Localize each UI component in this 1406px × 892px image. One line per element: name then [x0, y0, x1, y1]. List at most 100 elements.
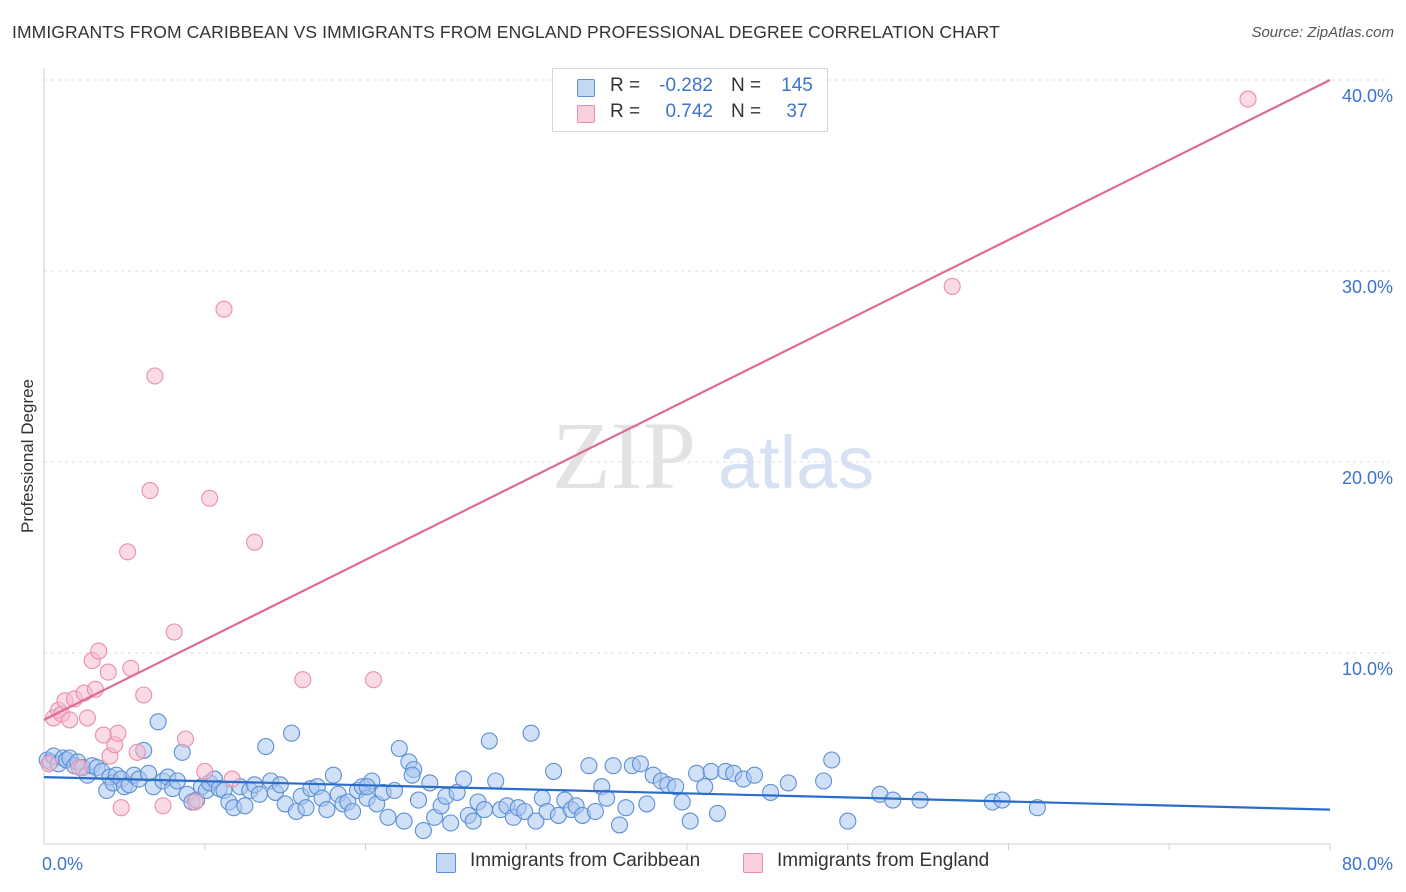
england-point	[186, 793, 204, 811]
caribbean-point	[762, 783, 780, 801]
watermark: ZIP atlas	[552, 402, 874, 509]
caribbean-point	[480, 732, 498, 750]
caribbean-point	[839, 812, 857, 830]
caribbean-point	[598, 789, 616, 807]
series-legend-swatch-caribbean	[436, 853, 456, 873]
caribbean-point	[617, 799, 635, 817]
legend-n-label: N =	[731, 101, 762, 122]
caribbean-point	[702, 762, 720, 780]
caribbean-point	[580, 757, 598, 775]
caribbean-point	[324, 766, 342, 784]
series-england-points	[40, 90, 1257, 817]
england-point	[176, 730, 195, 748]
england-point	[141, 482, 159, 500]
caribbean-point	[236, 797, 254, 815]
england-point	[61, 711, 79, 729]
caribbean-point	[395, 812, 413, 830]
series-legend-label-caribbean: Immigrants from Caribbean	[470, 850, 701, 871]
legend-r-value-caribbean: -0.282	[659, 75, 713, 96]
england-point	[246, 533, 264, 551]
caribbean-point	[403, 766, 421, 784]
legend-n-label: N =	[731, 75, 762, 96]
y-tick-label-30: 30.0%	[1342, 277, 1393, 297]
caribbean-point	[442, 814, 460, 832]
caribbean-point	[545, 762, 563, 780]
chart-source: Source: ZipAtlas.com	[1251, 24, 1394, 41]
caribbean-point	[379, 808, 397, 826]
england-point	[135, 686, 153, 704]
caribbean-point	[271, 776, 289, 794]
x-tick-label-min: 0.0%	[42, 854, 83, 874]
england-point	[78, 709, 96, 727]
correlation-legend: R = -0.282 N = 145 R = 0.742 N = 37	[552, 68, 828, 132]
x-tick-marks	[204, 844, 1331, 850]
caribbean-point	[421, 774, 439, 792]
caribbean-point	[250, 785, 268, 803]
caribbean-point	[884, 791, 902, 809]
trendline-caribbean	[43, 776, 1331, 811]
caribbean-point	[149, 713, 167, 731]
caribbean-point	[1028, 799, 1046, 817]
caribbean-point	[527, 812, 545, 830]
legend-r-label: R =	[610, 101, 641, 122]
england-point	[109, 724, 127, 742]
england-point	[364, 671, 383, 689]
england-point	[201, 489, 219, 507]
caribbean-point	[414, 822, 432, 840]
caribbean-point	[673, 793, 691, 811]
caribbean-point	[604, 757, 622, 775]
caribbean-point	[344, 802, 362, 821]
legend-swatch-england	[577, 105, 595, 123]
england-point	[154, 797, 172, 815]
england-point	[223, 770, 241, 788]
caribbean-point	[516, 802, 534, 821]
watermark-atlas: atlas	[718, 421, 874, 504]
caribbean-point	[823, 751, 841, 769]
caribbean-point	[638, 795, 656, 813]
trendline-england	[43, 79, 1331, 721]
legend-swatch-caribbean	[577, 79, 595, 97]
england-point	[146, 367, 164, 385]
england-point	[90, 642, 108, 660]
england-point	[165, 623, 183, 641]
caribbean-point	[257, 738, 275, 756]
legend-n-value-caribbean: 145	[781, 75, 813, 96]
england-point	[119, 543, 137, 561]
england-point	[112, 799, 130, 817]
caribbean-point	[455, 770, 473, 788]
caribbean-point	[681, 812, 699, 830]
caribbean-point	[667, 778, 685, 796]
caribbean-point	[745, 766, 764, 784]
england-point	[215, 300, 233, 318]
england-point	[40, 755, 58, 773]
series-legend-label-england: Immigrants from England	[777, 850, 990, 871]
caribbean-point	[779, 774, 797, 792]
caribbean-point	[358, 778, 376, 796]
y-tick-labels: 10.0% 20.0% 30.0% 40.0%	[1342, 86, 1393, 679]
x-tick-label-max: 80.0%	[1342, 854, 1393, 874]
y-tick-label-40: 40.0%	[1342, 86, 1393, 106]
caribbean-point	[696, 778, 714, 796]
legend-r-value-england: 0.742	[665, 101, 713, 122]
caribbean-point	[475, 801, 494, 819]
england-point	[70, 759, 88, 777]
y-tick-label-20: 20.0%	[1342, 468, 1393, 488]
england-point	[128, 743, 146, 761]
england-point	[99, 663, 117, 681]
caribbean-point	[283, 724, 301, 742]
caribbean-point	[487, 772, 505, 790]
caribbean-point	[610, 816, 629, 834]
chart-title: IMMIGRANTS FROM CARIBBEAN VS IMMIGRANTS …	[12, 22, 1000, 42]
y-axis-label: Professional Degree	[18, 379, 37, 533]
caribbean-point	[390, 739, 408, 758]
legend-n-value-england: 37	[786, 101, 808, 122]
caribbean-point	[586, 802, 604, 821]
england-point	[196, 762, 214, 780]
england-point	[294, 671, 312, 689]
caribbean-point	[522, 724, 540, 742]
legend-r-label: R =	[610, 75, 641, 96]
caribbean-point	[631, 755, 649, 773]
caribbean-point	[297, 799, 315, 817]
caribbean-point	[708, 804, 727, 822]
